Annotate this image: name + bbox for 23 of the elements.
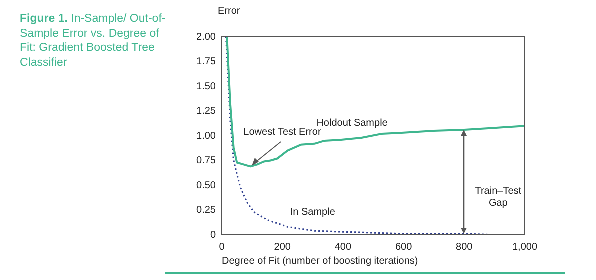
y-tick-label: 1.00 (196, 130, 216, 142)
x-tick-label: 200 (274, 242, 292, 253)
x-tick-label: 400 (334, 242, 352, 253)
x-axis-title: Degree of Fit (number of boosting iterations) (222, 256, 418, 267)
x-tick-label: 600 (395, 242, 413, 253)
y-axis-title: Error (218, 6, 240, 17)
annotation: Train–Test Gap (474, 186, 523, 210)
line-series (225, 37, 525, 235)
y-tick-label: 1.25 (196, 106, 216, 117)
x-tick-label: 800 (456, 242, 474, 253)
y-tick-label: 0.75 (196, 156, 216, 166)
y-tick-label: 0.25 (196, 205, 216, 216)
annotation: Lowest Test Error (244, 126, 322, 138)
text: Figure 1. In-Sample/ Out-of-Sample Error vs. Degree of Fit: Gradient Boosted Tree Classifier (20, 13, 166, 68)
y-tick-label: 0.50 (196, 180, 216, 192)
x-tick-label: 0 (219, 242, 226, 253)
x-tick-label: 1,000 (512, 242, 538, 253)
y-tick-label: 1.75 (196, 56, 216, 68)
y-tick-label: 0 (210, 230, 216, 241)
series-label: Holdout Sample (316, 118, 388, 129)
series-label: In Sample (290, 207, 336, 218)
y-tick-label: 1.50 (196, 81, 216, 92)
y-tick-label: 2.00 (196, 32, 216, 43)
